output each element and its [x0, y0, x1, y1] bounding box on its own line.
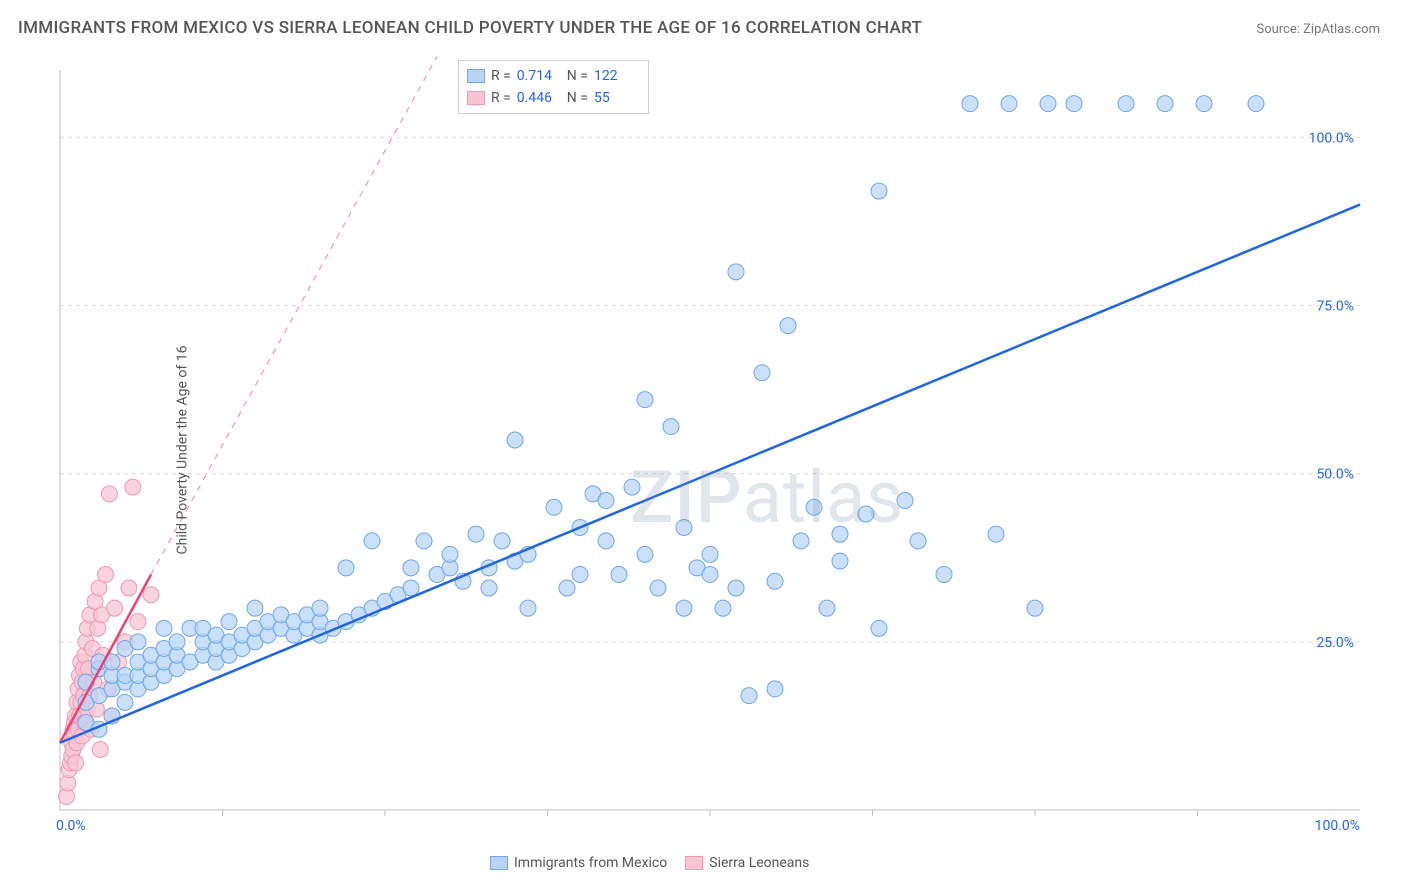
chart-title: IMMIGRANTS FROM MEXICO VS SIERRA LEONEAN… [18, 18, 922, 38]
n-value-mexico: 122 [594, 68, 638, 84]
scatter-plot: 25.0%50.0%75.0%100.0%0.0%100.0% [60, 60, 1370, 840]
legend-label-mexico: Immigrants from Mexico [514, 855, 667, 871]
svg-text:50.0%: 50.0% [1316, 467, 1354, 483]
svg-text:100.0%: 100.0% [1309, 130, 1354, 146]
series-legend: Immigrants from Mexico Sierra Leoneans [490, 855, 809, 871]
source-label: Source: ZipAtlas.com [1256, 22, 1380, 37]
svg-text:100.0%: 100.0% [1315, 818, 1360, 834]
r-value-mexico: 0.714 [517, 68, 561, 84]
n-label: N = [567, 68, 588, 84]
chart-area: Child Poverty Under the Age of 16 25.0% 5… [60, 60, 1370, 840]
r-label: R = [491, 68, 511, 84]
stats-legend: R = 0.714 N = 122 R = 0.446 N = 55 [458, 60, 649, 114]
stats-row-mexico: R = 0.714 N = 122 [467, 65, 638, 87]
legend-item-mexico: Immigrants from Mexico [490, 855, 667, 871]
svg-text:0.0%: 0.0% [56, 818, 86, 834]
swatch-sierra [685, 856, 703, 870]
legend-label-sierra: Sierra Leoneans [709, 855, 809, 871]
svg-text:75.0%: 75.0% [1316, 298, 1354, 314]
swatch-mexico [467, 69, 485, 83]
swatch-mexico [490, 856, 508, 870]
swatch-sierra [467, 91, 485, 105]
r-value-sierra: 0.446 [517, 90, 561, 106]
svg-text:25.0%: 25.0% [1316, 635, 1354, 651]
n-value-sierra: 55 [594, 90, 638, 106]
r-label: R = [491, 90, 511, 106]
legend-item-sierra: Sierra Leoneans [685, 855, 809, 871]
y-axis-label: Child Poverty Under the Age of 16 [175, 346, 191, 555]
source-name: ZipAtlas.com [1303, 22, 1380, 37]
source-prefix: Source: [1256, 22, 1303, 37]
n-label: N = [567, 90, 588, 106]
stats-row-sierra: R = 0.446 N = 55 [467, 87, 638, 109]
chart-container: IMMIGRANTS FROM MEXICO VS SIERRA LEONEAN… [0, 0, 1406, 892]
